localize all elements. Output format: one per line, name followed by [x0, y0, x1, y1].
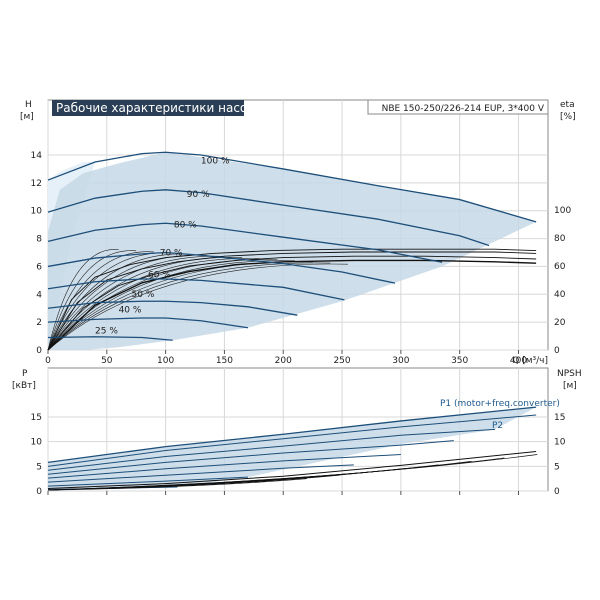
bottom-y-right-tick-label: 0	[554, 487, 560, 497]
speed-label-90: 90 %	[187, 190, 210, 200]
bottom-y-right-tick-label: 5	[554, 462, 560, 472]
head-curve-60	[47, 278, 345, 301]
top-x-tick-label: 200	[275, 356, 292, 366]
speed-label-40: 40 %	[119, 305, 142, 315]
power-curve	[47, 440, 454, 475]
efficiency-curve	[47, 248, 537, 351]
top-fan-line	[47, 253, 190, 351]
top-y-left-tick-label: 4	[36, 290, 42, 300]
power-curve	[47, 428, 495, 471]
top-y-right-axis-unit: [%]	[560, 112, 576, 122]
speed-label-50: 50 %	[132, 290, 155, 300]
power-curve	[47, 414, 537, 467]
top-x-tick-label: 300	[392, 356, 409, 366]
top-fan-line	[47, 263, 348, 351]
top-y-right-tick-label: 0	[554, 346, 560, 356]
top-x-tick-label: 50	[101, 356, 113, 366]
bottom-y-left-tick-label: 10	[31, 438, 43, 448]
bottom-y-right-tick-label: 10	[554, 438, 566, 448]
model-box	[367, 99, 549, 115]
power-curve	[47, 453, 401, 479]
bottom-y-left-tick-label: 15	[31, 413, 42, 423]
bottom-y-left-tick-label: 5	[36, 462, 42, 472]
top-y-left-tick-label: 10	[31, 207, 43, 217]
p2-label: P2	[492, 421, 503, 431]
speed-label-100: 100 %	[201, 156, 230, 166]
top-x-tick-label: 0	[45, 356, 51, 366]
efficiency-curve	[47, 251, 537, 351]
top-y-right-tick-label: 20	[554, 318, 566, 328]
power-curve	[47, 476, 248, 487]
top-y-right-axis-label: eta	[560, 100, 575, 110]
top-x-tick-label: 100	[157, 356, 174, 366]
bottom-operating-region	[48, 407, 537, 491]
top-y-right-tick-label: 100	[554, 206, 571, 216]
bottom-y-left-tick-label: 0	[36, 487, 42, 497]
speed-label-80: 80 %	[174, 220, 197, 230]
npsh-curve	[47, 451, 537, 490]
bottom-y-right-tick-label: 15	[554, 413, 565, 423]
head-curve-90	[47, 189, 490, 247]
top-y-left-tick-label: 6	[36, 262, 42, 272]
top-y-left-axis-unit: [м]	[20, 112, 34, 122]
power-npsh-chart: P1 (motor+freq.converter) P2 0 5 10 15 0 5 10 15 P…	[12, 367, 582, 497]
top-x-tick-label: 350	[451, 356, 468, 366]
head-efficiency-chart: 100 %90 %80 %70 %60 %50 %40 %25 %0 50 100 1…	[20, 99, 576, 366]
chart-title-box	[52, 100, 244, 116]
p1-label: P1 (motor+freq.converter)	[440, 399, 560, 409]
top-y-right-tick-label: 40	[554, 290, 566, 300]
top-y-left-tick-label: 2	[36, 318, 42, 328]
speed-label-70: 70 %	[160, 248, 183, 258]
bottom-y-right-axis-label: NPSH	[557, 369, 582, 379]
chart-title: Рабочие характеристики насоса	[56, 101, 261, 115]
head-curve-80	[47, 222, 443, 263]
top-y-left-axis-label: H	[25, 100, 32, 110]
top-fan-line	[47, 250, 137, 351]
bottom-y-left-axis-unit: [кВт]	[12, 381, 36, 391]
top-operating-region	[48, 152, 537, 350]
top-y-left-tick-label: 12	[31, 179, 42, 189]
top-x-tick-label: 150	[216, 356, 233, 366]
head-curve-40	[47, 317, 249, 329]
top-x-tick-label: 250	[333, 356, 350, 366]
top-y-left-tick-label: 0	[36, 346, 42, 356]
speed-label-25: 25 %	[95, 326, 118, 336]
top-y-left-tick-label: 8	[36, 235, 42, 245]
top-y-right-tick-label: 80	[554, 234, 566, 244]
bottom-y-left-axis-label: P	[22, 369, 28, 379]
top-x-axis-label: Q [м³/ч]	[512, 356, 548, 366]
npsh-fan-line	[47, 454, 538, 491]
power-curve	[47, 406, 537, 464]
top-y-right-tick-label: 60	[554, 262, 566, 272]
top-fan-line	[47, 255, 225, 351]
pump-model: NBE 150-250/226-214 EUP, 3*400 V	[382, 104, 545, 114]
head-curve-25	[47, 336, 173, 341]
top-y-left-tick-label: 14	[31, 151, 43, 161]
bottom-y-right-axis-unit: [м]	[563, 381, 577, 391]
efficiency-curve	[47, 259, 537, 351]
speed-label-60: 60 %	[148, 271, 171, 281]
top-fan-line	[47, 249, 119, 351]
power-curve	[47, 464, 354, 483]
head-curve-100	[47, 151, 537, 223]
head-curve-70	[47, 251, 396, 284]
top-x-tick-label: 400	[510, 356, 527, 366]
efficiency-curve	[47, 255, 537, 351]
head-curve-50	[47, 300, 298, 316]
top-fan-line	[47, 251, 154, 351]
